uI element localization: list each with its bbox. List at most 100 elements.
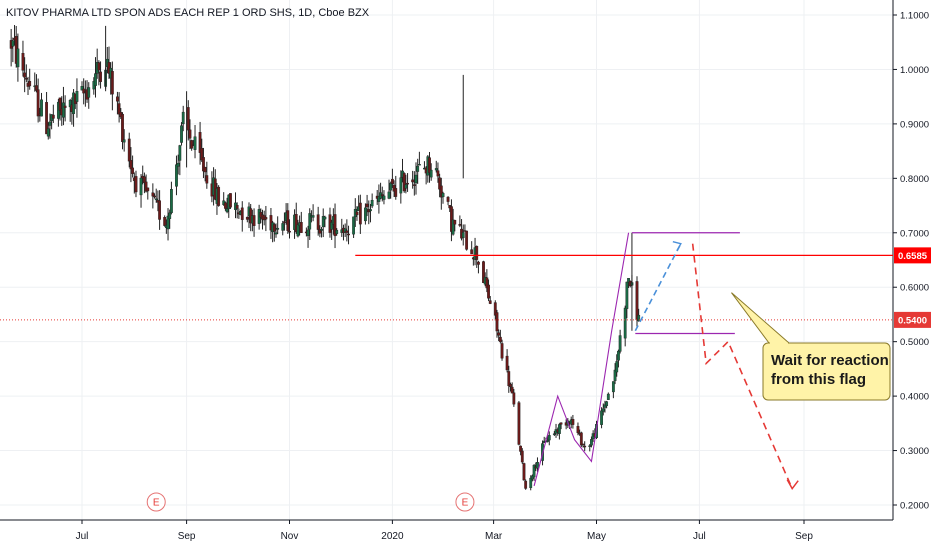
x-tick-label: Mar — [485, 531, 503, 542]
candle-body — [512, 392, 516, 405]
candle-body — [299, 222, 303, 233]
candle-body — [283, 221, 286, 223]
candle-body — [627, 278, 630, 283]
x-tick-label: Sep — [178, 531, 196, 542]
candle-body — [170, 189, 173, 214]
x-tick-label: 2020 — [381, 531, 404, 542]
candle-body — [347, 233, 350, 236]
candle-body — [470, 249, 474, 255]
candle-body — [507, 371, 511, 387]
candle-body — [122, 139, 126, 143]
candle-body — [240, 207, 244, 220]
candle-body — [51, 114, 55, 119]
candle-body — [571, 419, 575, 425]
candle-body — [394, 188, 398, 197]
candle-body — [623, 307, 627, 339]
y-tick-label: 1.1000 — [900, 11, 929, 22]
candle-body — [223, 202, 227, 209]
candle-body — [446, 196, 450, 202]
key-level-label: 0.6585 — [898, 251, 928, 262]
x-tick-label: Nov — [281, 531, 299, 542]
candle-body — [524, 480, 528, 489]
candle-body — [21, 53, 25, 71]
candle-body — [520, 450, 524, 463]
candle-body — [497, 332, 501, 336]
current-price-badge — [894, 311, 931, 328]
candle-body — [369, 209, 372, 212]
candle-body — [225, 208, 229, 213]
candle-body — [28, 81, 32, 87]
candle-body — [390, 178, 394, 184]
candle-body — [320, 229, 323, 231]
candle-body — [323, 216, 327, 220]
candle-body — [404, 184, 408, 189]
candle-body — [517, 402, 521, 445]
candle-body — [40, 99, 43, 117]
y-tick-label: 0.2000 — [900, 501, 929, 512]
candle-body — [399, 177, 403, 194]
candle-body — [333, 214, 337, 237]
candle-body — [389, 182, 393, 191]
candle-body — [606, 393, 610, 400]
candle-body — [82, 88, 86, 94]
candle-body — [498, 336, 502, 342]
candle-body — [11, 40, 15, 47]
candle-body — [547, 435, 551, 441]
earnings-marker-icon — [455, 492, 475, 512]
candle-body — [306, 229, 310, 237]
candle-body — [36, 89, 40, 117]
candle-body — [286, 210, 290, 231]
candle-body — [557, 424, 561, 434]
projection-red-line — [691, 243, 793, 489]
projection-blue-arrowhead — [672, 240, 682, 252]
candle-body — [618, 335, 622, 352]
candle-body — [311, 215, 315, 218]
candle-body — [552, 433, 556, 435]
callout-box — [762, 342, 891, 401]
candle-body — [590, 439, 593, 446]
candle-body — [482, 261, 485, 283]
y-tick-label: 0.5000 — [900, 337, 929, 348]
candle-body — [441, 192, 445, 198]
candle-body — [536, 462, 539, 469]
y-tick-label: 0.3000 — [900, 446, 929, 457]
candle-body — [458, 223, 462, 226]
candle-body — [625, 281, 629, 309]
candle-body — [635, 281, 639, 320]
candle-body — [154, 198, 158, 201]
projection-blue-line — [634, 243, 682, 332]
candle-body — [288, 230, 291, 233]
candle-body — [24, 78, 28, 80]
candle-body — [176, 162, 180, 167]
candle-body — [175, 164, 178, 187]
candle-body — [151, 192, 155, 197]
candle-body — [532, 464, 536, 478]
y-tick-label: 0.9000 — [900, 119, 929, 130]
x-tick-label: May — [587, 531, 606, 542]
candle-body — [245, 216, 249, 220]
x-tick-label: Jul — [693, 531, 706, 542]
candle-body — [588, 445, 592, 448]
candle-body — [276, 227, 280, 230]
candle-body — [411, 179, 415, 183]
earnings-marker-icon — [146, 492, 166, 512]
candle-body — [382, 195, 386, 200]
candle-body — [509, 384, 512, 388]
candle-body — [127, 138, 131, 162]
candle-body — [505, 355, 509, 371]
candle-body — [436, 170, 440, 177]
candle-body — [335, 229, 339, 234]
candle-body — [48, 121, 52, 126]
candle-body — [605, 401, 609, 407]
candle-body — [45, 102, 48, 135]
y-tick-label: 0.8000 — [900, 174, 929, 185]
candle-body — [429, 169, 433, 178]
candle-body — [477, 261, 480, 265]
candle-body — [193, 136, 197, 150]
candle-body — [461, 232, 465, 238]
candle-body — [493, 302, 497, 316]
candle-body — [62, 102, 65, 118]
candle-body — [365, 203, 369, 208]
